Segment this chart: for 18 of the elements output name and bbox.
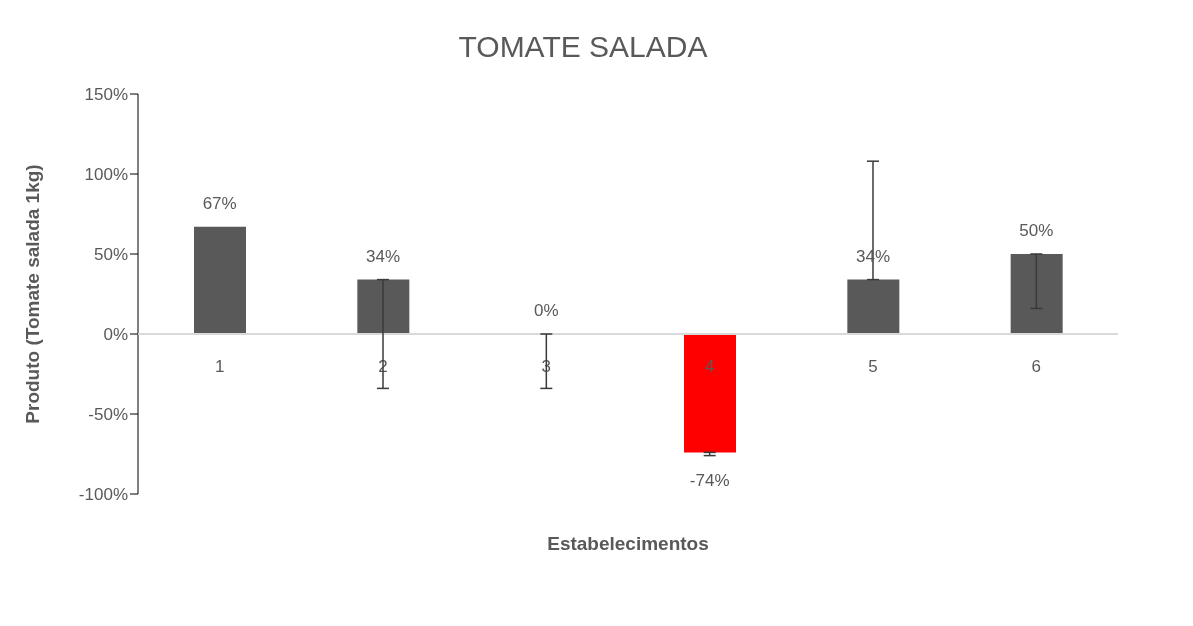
chart-title: TOMATE SALADA [457,30,709,64]
x-tick-label: 5 [868,357,878,376]
data-label: 0% [534,301,559,320]
y-tick-label: 100% [84,165,128,185]
data-label: 50% [1019,221,1054,240]
y-tick-label: 150% [84,85,128,105]
data-label: 67% [202,193,237,213]
y-tick-label: -50% [88,405,128,425]
y-tick-label: -100% [78,485,128,505]
y-axis-title: Produto (Tomate salada 1kg) [21,164,43,424]
x-axis-title: Estabelecimentos [547,533,709,554]
x-tick-label: 4 [704,357,715,376]
data-label: -74% [689,470,730,490]
x-tick-label: 1 [214,357,225,376]
y-tick-label: 0% [103,325,128,345]
x-tick-label: 6 [1031,357,1042,376]
data-label: 34% [365,246,401,266]
y-tick-label: 50% [93,245,128,265]
